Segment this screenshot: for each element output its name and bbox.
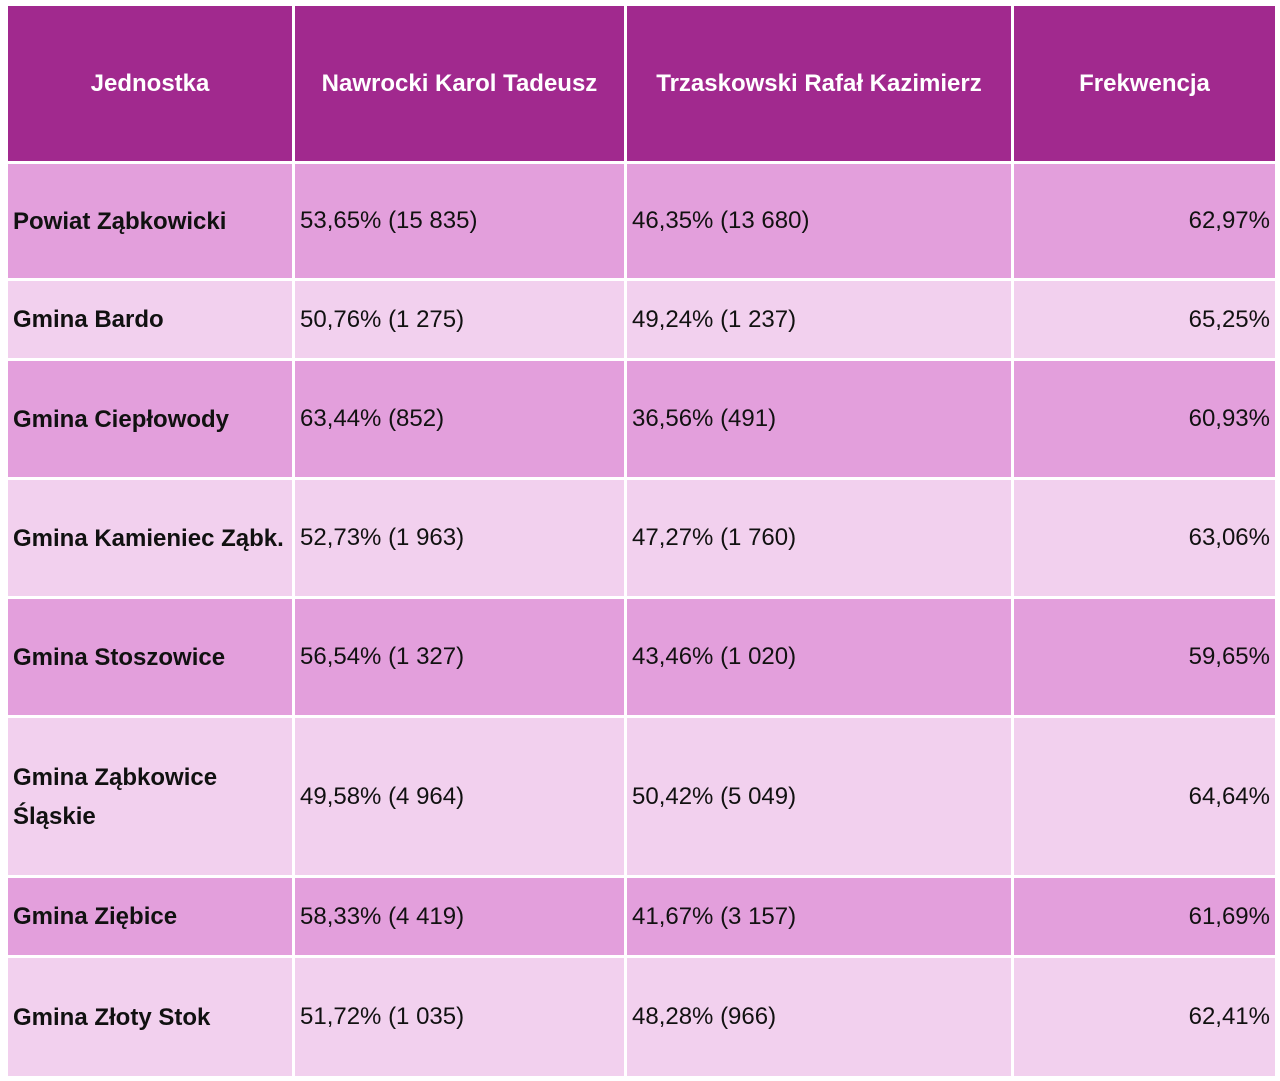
unit-name: Gmina Złoty Stok xyxy=(8,958,292,1076)
turnout-value: 61,69% xyxy=(1014,878,1275,955)
table-row: Powiat Ząbkowicki 53,65% (15 835) 46,35%… xyxy=(8,164,1275,278)
trzaskowski-result: 41,67% (3 157) xyxy=(627,878,1011,955)
turnout-value: 59,65% xyxy=(1014,599,1275,715)
trzaskowski-result: 36,56% (491) xyxy=(627,361,1011,477)
table-row: Gmina Ciepłowody 63,44% (852) 36,56% (49… xyxy=(8,361,1275,477)
unit-name: Gmina Bardo xyxy=(8,281,292,358)
table-row: Gmina Złoty Stok 51,72% (1 035) 48,28% (… xyxy=(8,958,1275,1076)
table-row: Gmina Stoszowice 56,54% (1 327) 43,46% (… xyxy=(8,599,1275,715)
nawrocki-result: 50,76% (1 275) xyxy=(295,281,624,358)
unit-name: Gmina Stoszowice xyxy=(8,599,292,715)
header-frekwencja: Frekwencja xyxy=(1014,6,1275,161)
nawrocki-result: 49,58% (4 964) xyxy=(295,718,624,875)
turnout-value: 60,93% xyxy=(1014,361,1275,477)
header-row: Jednostka Nawrocki Karol Tadeusz Trzasko… xyxy=(8,6,1275,161)
unit-name: Gmina Ciepłowody xyxy=(8,361,292,477)
header-jednostka: Jednostka xyxy=(8,6,292,161)
header-nawrocki: Nawrocki Karol Tadeusz xyxy=(295,6,624,161)
turnout-value: 65,25% xyxy=(1014,281,1275,358)
table-row: Gmina Kamieniec Ząbk. 52,73% (1 963) 47,… xyxy=(8,480,1275,596)
trzaskowski-result: 46,35% (13 680) xyxy=(627,164,1011,278)
election-results-table: Jednostka Nawrocki Karol Tadeusz Trzasko… xyxy=(5,3,1278,1079)
nawrocki-result: 56,54% (1 327) xyxy=(295,599,624,715)
table-row: Gmina Bardo 50,76% (1 275) 49,24% (1 237… xyxy=(8,281,1275,358)
nawrocki-result: 51,72% (1 035) xyxy=(295,958,624,1076)
table-row: Gmina Ziębice 58,33% (4 419) 41,67% (3 1… xyxy=(8,878,1275,955)
unit-name: Powiat Ząbkowicki xyxy=(8,164,292,278)
unit-name: Gmina Kamieniec Ząbk. xyxy=(8,480,292,596)
trzaskowski-result: 48,28% (966) xyxy=(627,958,1011,1076)
unit-name: Gmina Ziębice xyxy=(8,878,292,955)
nawrocki-result: 53,65% (15 835) xyxy=(295,164,624,278)
trzaskowski-result: 49,24% (1 237) xyxy=(627,281,1011,358)
nawrocki-result: 52,73% (1 963) xyxy=(295,480,624,596)
nawrocki-result: 58,33% (4 419) xyxy=(295,878,624,955)
turnout-value: 62,97% xyxy=(1014,164,1275,278)
turnout-value: 63,06% xyxy=(1014,480,1275,596)
turnout-value: 62,41% xyxy=(1014,958,1275,1076)
header-trzaskowski: Trzaskowski Rafał Kazimierz xyxy=(627,6,1011,161)
trzaskowski-result: 50,42% (5 049) xyxy=(627,718,1011,875)
turnout-value: 64,64% xyxy=(1014,718,1275,875)
trzaskowski-result: 47,27% (1 760) xyxy=(627,480,1011,596)
table-row: Gmina Ząbkowice Śląskie 49,58% (4 964) 5… xyxy=(8,718,1275,875)
unit-name: Gmina Ząbkowice Śląskie xyxy=(8,718,292,875)
nawrocki-result: 63,44% (852) xyxy=(295,361,624,477)
trzaskowski-result: 43,46% (1 020) xyxy=(627,599,1011,715)
